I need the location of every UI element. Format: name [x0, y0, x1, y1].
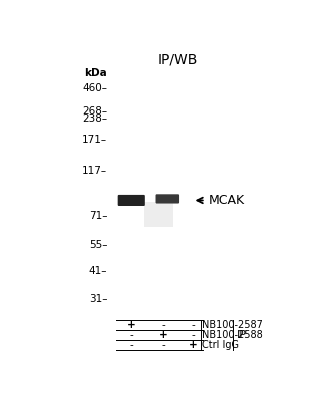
Text: 171–: 171–: [82, 135, 107, 146]
Text: 268–: 268–: [82, 106, 107, 116]
Text: NB100-2588: NB100-2588: [202, 330, 263, 340]
Text: NB100-2587: NB100-2587: [202, 320, 263, 330]
Text: 117–: 117–: [82, 166, 107, 176]
FancyBboxPatch shape: [156, 194, 179, 204]
Text: 71–: 71–: [89, 211, 107, 221]
Text: kDa: kDa: [84, 68, 107, 78]
Text: 238–: 238–: [82, 114, 107, 124]
FancyBboxPatch shape: [118, 195, 145, 206]
Text: -: -: [162, 320, 166, 330]
Text: MCAK: MCAK: [209, 194, 245, 207]
Text: 31–: 31–: [89, 294, 107, 304]
Text: +: +: [127, 320, 135, 330]
Text: +: +: [189, 340, 198, 350]
Text: -: -: [192, 320, 196, 330]
Bar: [144, 202, 173, 227]
Text: -: -: [192, 330, 196, 340]
Text: +: +: [159, 330, 168, 340]
Text: Ctrl IgG: Ctrl IgG: [202, 340, 239, 350]
Text: 55–: 55–: [89, 240, 107, 250]
Text: IP: IP: [237, 330, 247, 340]
Text: -: -: [162, 340, 166, 350]
Text: -: -: [129, 340, 133, 350]
Text: IP/WB: IP/WB: [158, 53, 198, 67]
Text: 460–: 460–: [82, 83, 107, 93]
Text: 41–: 41–: [89, 266, 107, 276]
Text: -: -: [129, 330, 133, 340]
